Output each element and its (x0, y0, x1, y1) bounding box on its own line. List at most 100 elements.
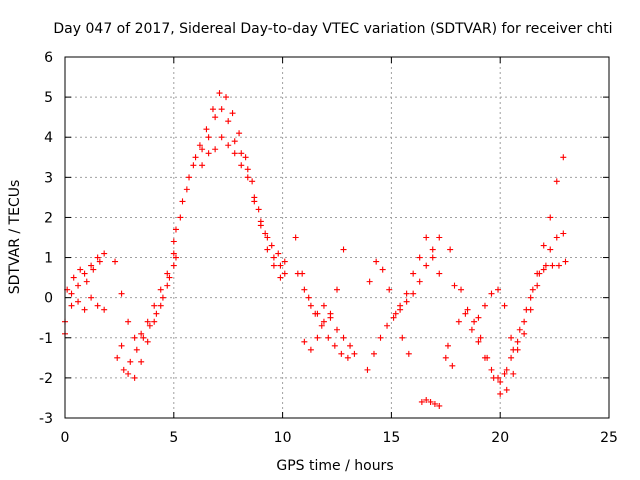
data-point (238, 150, 245, 157)
sat-track-2 (62, 290, 108, 325)
data-point (527, 294, 534, 301)
sat-track-13 (364, 234, 443, 373)
data-point (542, 262, 549, 269)
y-tick-label: 4 (44, 130, 53, 146)
data-point (490, 374, 497, 381)
sat-track-14 (366, 258, 412, 357)
data-point (281, 270, 288, 277)
sat-track-20 (497, 258, 569, 385)
data-point (390, 314, 397, 321)
data-point (81, 306, 88, 313)
data-point (101, 250, 108, 257)
data-point (392, 310, 399, 317)
data-point (399, 334, 406, 341)
data-point (338, 350, 345, 357)
data-point (464, 306, 471, 313)
sat-track-21 (475, 230, 567, 353)
data-point (68, 290, 75, 297)
data-point (377, 334, 384, 341)
data-point (521, 318, 528, 325)
data-point (429, 254, 436, 261)
data-point (146, 322, 153, 329)
grid-lines (65, 57, 609, 418)
sat-track-3 (64, 258, 103, 293)
data-point (370, 350, 377, 357)
data-point (560, 230, 567, 237)
data-point (131, 334, 138, 341)
data-point (418, 398, 425, 405)
data-point (405, 350, 412, 357)
sat-track-12 (301, 246, 347, 353)
data-point (427, 398, 434, 405)
data-point (325, 334, 332, 341)
data-point (88, 262, 95, 269)
sat-track-7 (170, 90, 288, 265)
x-tick-labels: 0 5 10 15 20 25 (61, 430, 618, 446)
data-point (127, 358, 134, 365)
data-point (347, 342, 354, 349)
data-point (264, 234, 271, 241)
plot-frame (64, 56, 610, 419)
data-point (281, 258, 288, 265)
data-point (179, 198, 186, 205)
data-point (172, 254, 179, 261)
data-point (218, 134, 225, 141)
y-tick-label: -2 (39, 371, 53, 387)
data-point (249, 178, 256, 185)
sat-track-6 (118, 262, 177, 381)
data-point (166, 274, 173, 281)
data-point (96, 258, 103, 265)
data-point (275, 250, 282, 257)
data-point (495, 286, 502, 293)
data-point (429, 246, 436, 253)
data-point (212, 114, 219, 121)
data-point (403, 290, 410, 297)
data-point (151, 318, 158, 325)
data-point (125, 370, 132, 377)
y-tick-label: -3 (39, 411, 53, 427)
data-point (170, 262, 177, 269)
data-point (209, 106, 216, 113)
data-point (112, 258, 119, 265)
y-tick-label: 1 (44, 251, 53, 267)
data-point (488, 290, 495, 297)
sat-track-11 (294, 270, 354, 349)
data-point (223, 94, 230, 101)
data-point (540, 242, 547, 249)
data-point (386, 286, 393, 293)
data-point (562, 258, 569, 265)
data-point (255, 206, 262, 213)
data-point (334, 286, 340, 293)
y-axis-label: SDTVAR / TECUs (7, 180, 23, 295)
data-point (164, 282, 171, 289)
data-point (144, 338, 151, 345)
data-point (364, 366, 371, 373)
data-point (114, 354, 121, 361)
chart-title: Day 047 of 2017, Sidereal Day-to-day VTE… (53, 21, 612, 37)
data-point (471, 318, 478, 325)
y-tick-label: 3 (44, 170, 53, 186)
data-point (510, 370, 517, 377)
data-point (231, 150, 238, 157)
data-point (225, 142, 232, 149)
data-point (475, 338, 482, 345)
data-point (90, 266, 97, 273)
data-point (351, 350, 358, 357)
data-point (242, 154, 249, 161)
data-point (503, 386, 510, 393)
data-point (331, 342, 338, 349)
data-point (186, 174, 193, 181)
data-point (410, 270, 417, 277)
data-point (366, 278, 373, 285)
data-point (475, 314, 482, 321)
data-point (138, 330, 145, 337)
data-point (151, 302, 158, 309)
sat-track-18 (449, 154, 567, 381)
data-point (327, 310, 334, 317)
data-point (318, 322, 325, 329)
sat-track-19 (451, 282, 517, 397)
data-point (216, 90, 223, 97)
data-point (314, 334, 321, 341)
y-tick-label: 5 (44, 90, 53, 106)
